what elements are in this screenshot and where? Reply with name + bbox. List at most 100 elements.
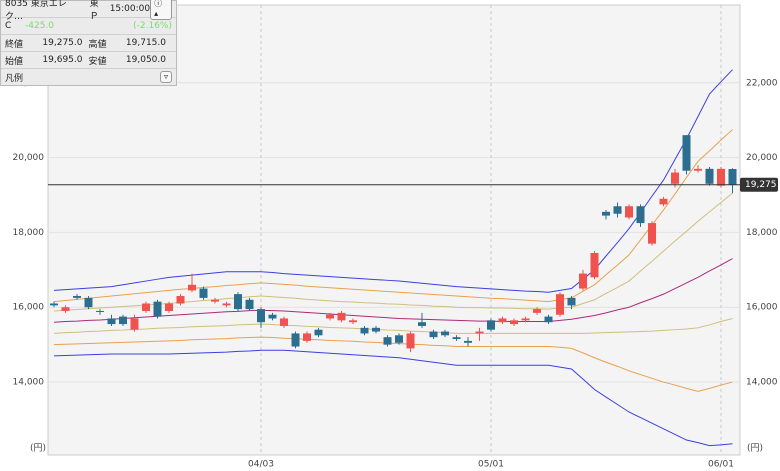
band-line: [53, 336, 733, 392]
value-row: 始値 19,695.0 安値 19,050.0: [1, 52, 176, 69]
candle-body: [222, 303, 231, 306]
y-tick-label-right: 16,000: [746, 303, 778, 313]
candle-body: [498, 318, 507, 323]
candle-body: [188, 284, 196, 291]
candle-body: [579, 273, 587, 289]
candle-body: [291, 333, 300, 347]
candle-body: [613, 206, 622, 214]
value: 19,715.0: [125, 38, 166, 48]
y-tick-label-right: 18,000: [746, 228, 778, 238]
candle-body: [487, 320, 495, 330]
change: -425.0: [25, 21, 55, 31]
x-tick-label: 06/01: [708, 460, 734, 470]
legend-toggle[interactable]: ▿: [159, 71, 172, 83]
value: 19,050.0: [125, 55, 166, 65]
info-panel: 8035 東京エレク… 東Ｐ 15:00:00 ⓘ ▴ C -425.0 (-2…: [0, 0, 177, 86]
candle-body: [326, 314, 334, 319]
candle-body: [303, 333, 311, 341]
candle-body: [360, 327, 369, 334]
band-line: [53, 349, 733, 447]
candle-body: [199, 288, 208, 298]
change-row: C -425.0 (-2.16%): [1, 18, 176, 35]
label: 高値: [88, 39, 107, 50]
band-line: [53, 129, 733, 303]
y-tick-label: 18,000: [13, 228, 45, 238]
legend-label: 凡例: [5, 73, 24, 84]
y-tick-label: 20,000: [13, 153, 45, 163]
row-label: C: [5, 21, 12, 31]
candle-body: [96, 310, 104, 312]
candle-body: [464, 340, 472, 343]
candle-body: [84, 297, 93, 308]
candle-body: [648, 223, 656, 244]
candle-body: [395, 335, 403, 343]
value: 19,275.0: [42, 38, 83, 48]
candle-body: [245, 299, 254, 310]
candle-body: [107, 318, 116, 325]
candle-body: [337, 312, 346, 321]
header-row: 8035 東京エレク… 東Ｐ 15:00:00 ⓘ ▴: [1, 0, 176, 22]
y-tick-label-right: 22,000: [746, 78, 778, 88]
candle-body: [510, 320, 518, 325]
y-unit-right: (円): [747, 443, 763, 454]
candle-body: [383, 337, 392, 345]
y-unit: (円): [30, 443, 46, 454]
y-tick-label: 14,000: [13, 378, 45, 388]
band-line: [53, 69, 733, 293]
candle-body: [280, 318, 288, 326]
candle-body: [625, 206, 633, 218]
candle-body: [636, 206, 645, 224]
candle-body: [257, 309, 265, 323]
y-tick-label: 16,000: [13, 303, 45, 313]
candle-body: [349, 320, 357, 323]
candle-body: [372, 327, 380, 332]
candle-body: [694, 168, 702, 171]
band-line: [53, 258, 733, 323]
candle-body: [119, 316, 127, 325]
candle-body: [73, 296, 81, 298]
candle-body: [544, 316, 553, 323]
candle-body: [533, 309, 541, 313]
candle-body: [556, 294, 564, 315]
candle-body: [728, 169, 737, 185]
ticker: 8035 東京エレク…: [5, 0, 67, 22]
candle-body: [475, 331, 484, 334]
x-tick-label: 05/01: [478, 460, 504, 470]
candle-body: [406, 333, 415, 349]
candle-body: [153, 301, 162, 317]
x-tick-label: 04/03: [248, 460, 274, 470]
y-tick-label-right: 14,000: [746, 378, 778, 388]
last-price-box: [740, 177, 778, 192]
candle-body: [268, 314, 277, 319]
candle-body: [165, 303, 173, 311]
y-tick-label-right: 20,000: [746, 153, 778, 163]
info-button[interactable]: ⓘ ▴: [150, 0, 172, 20]
candle-body: [314, 329, 323, 336]
legend-row: 凡例 ▿: [1, 69, 176, 85]
candle-body: [418, 322, 426, 326]
value-row: 終値 19,275.0 高値 19,715.0: [1, 35, 176, 52]
candle-body: [705, 168, 714, 184]
candle-body: [142, 303, 150, 311]
candle-body: [234, 294, 242, 310]
candle-body: [659, 198, 668, 205]
candle-body: [130, 318, 139, 330]
candle-body: [567, 297, 576, 306]
candle-body: [602, 211, 610, 216]
label: 終値: [5, 39, 24, 50]
candle-body: [429, 331, 438, 338]
candle-body: [176, 296, 185, 304]
candle-body: [50, 303, 58, 306]
time: 15:00:00: [109, 4, 151, 14]
candle-body: [61, 307, 70, 311]
candle-body: [671, 172, 679, 184]
candle-body: [717, 168, 725, 186]
candle-body: [441, 331, 449, 336]
value: 19,695.0: [42, 55, 83, 65]
candle-body: [452, 337, 461, 340]
candle-body: [682, 135, 691, 171]
change-pct: (-2.16%): [133, 21, 172, 31]
label: 安値: [88, 56, 107, 67]
candle-body: [521, 318, 530, 321]
